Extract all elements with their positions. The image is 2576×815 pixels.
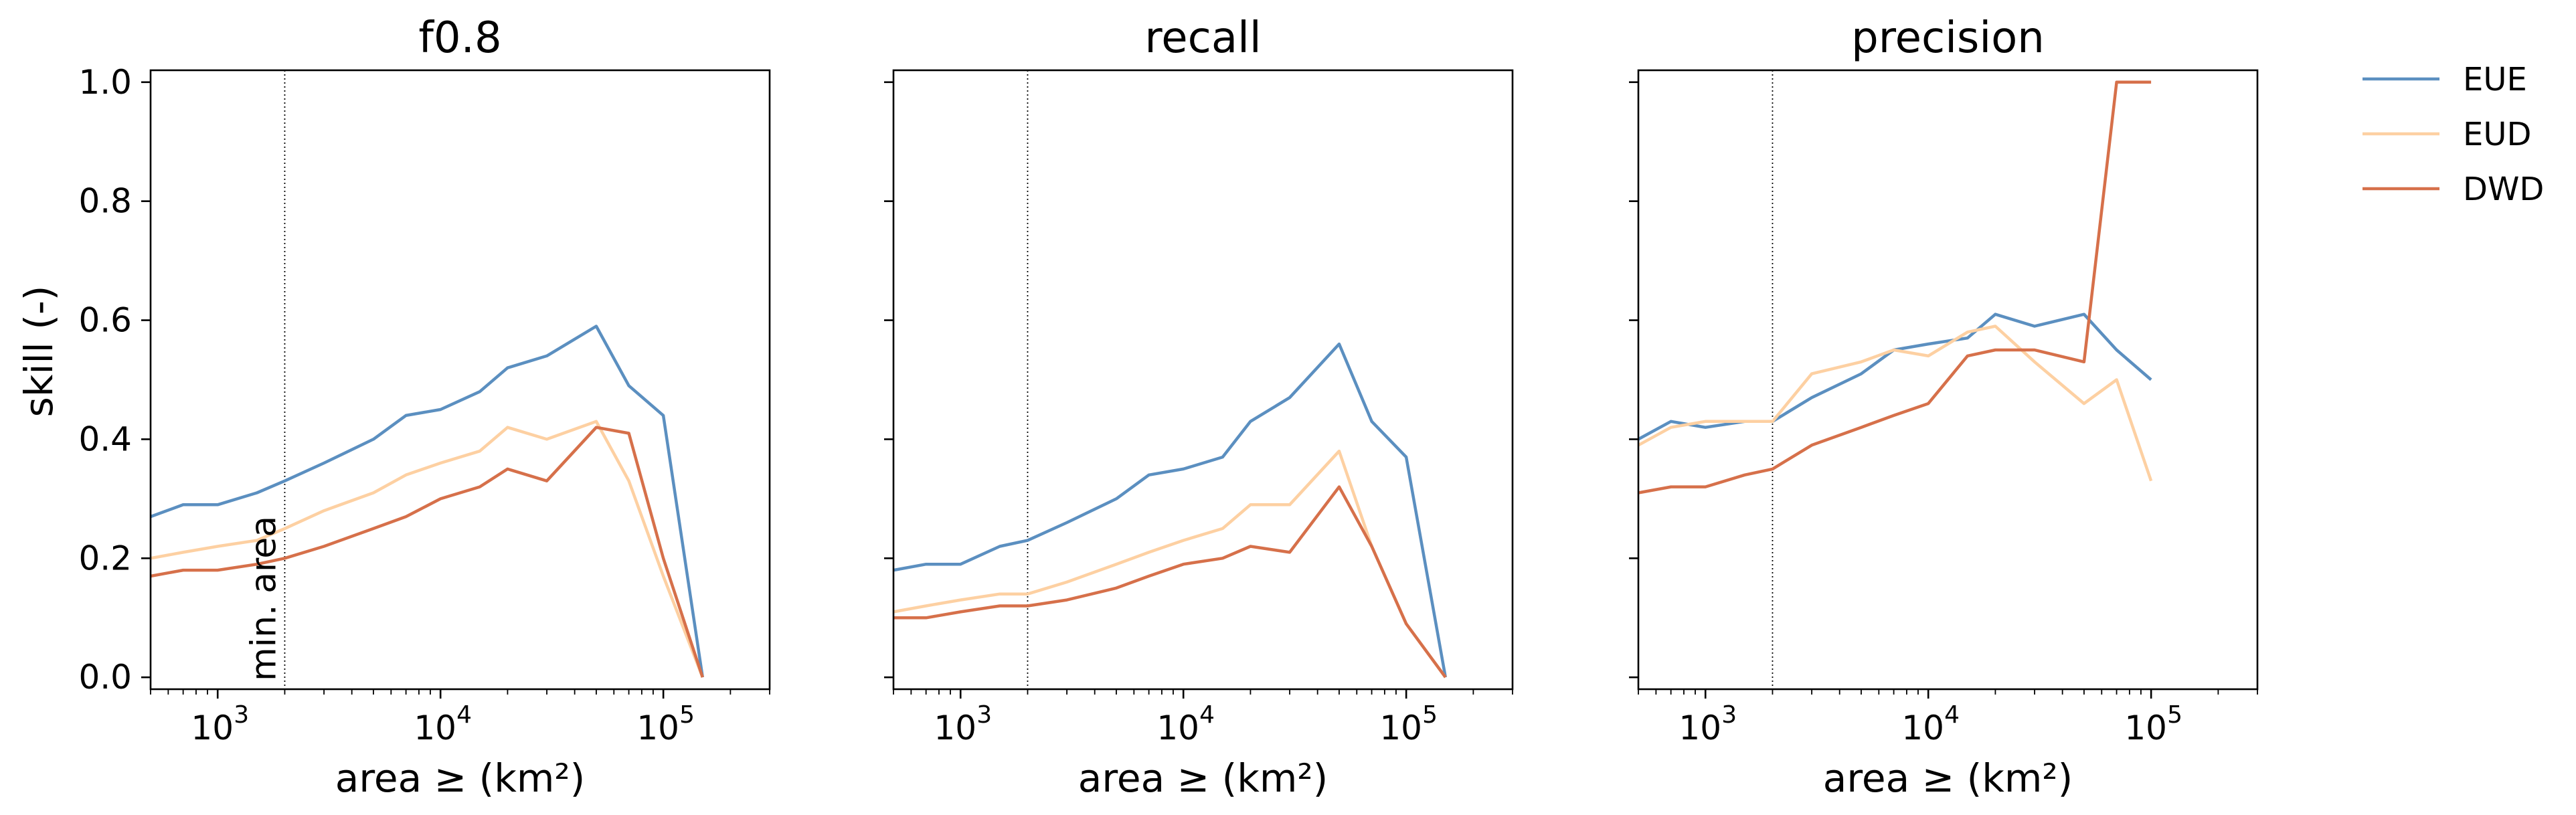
x-tick-exponent: 5: [1422, 701, 1438, 729]
y-tick-label: 1.0: [78, 63, 132, 102]
x-tick-label: 10: [1156, 709, 1199, 747]
series-line-dwd: [150, 426, 704, 678]
series-line-eue: [893, 342, 1448, 678]
x-tick-label: 10: [1901, 709, 1944, 747]
x-tick-exponent: 4: [456, 701, 472, 729]
series-line-eud: [893, 449, 1447, 678]
x-tick-label: 10: [934, 709, 976, 747]
legend-label-dwd: DWD: [2463, 171, 2544, 208]
series-line-eud: [150, 420, 704, 678]
x-axis-label: area ≥ (km²): [1823, 755, 2073, 801]
legend: EUE EUD DWD: [2363, 61, 2544, 208]
panel-title: recall: [1144, 13, 1261, 63]
panel-title: f0.8: [418, 13, 501, 63]
y-tick-label: 0.8: [78, 182, 132, 221]
x-tick-exponent: 3: [1721, 701, 1737, 729]
legend-label-eud: EUD: [2463, 116, 2531, 153]
x-tick-label: 10: [1679, 709, 1721, 747]
y-tick-label: 0.2: [78, 539, 132, 577]
x-tick-label: 10: [2124, 709, 2167, 747]
x-tick-exponent: 5: [679, 701, 695, 729]
y-tick-label: 0.0: [78, 658, 132, 697]
x-axis-label: area ≥ (km²): [335, 755, 585, 801]
series-line-eud: [1637, 325, 2153, 482]
panel-title: precision: [1851, 13, 2045, 63]
x-tick-label: 10: [636, 709, 679, 747]
y-tick-label: 0.4: [78, 420, 132, 458]
x-tick-label: 10: [1379, 709, 1422, 747]
x-tick-label: 10: [414, 709, 456, 747]
min-area-label: min. area: [244, 516, 284, 681]
series-line-eue: [150, 325, 705, 678]
y-tick-label: 0.6: [78, 301, 132, 340]
axes-frame: [1637, 69, 2259, 691]
y-axis-label: skill (-): [16, 286, 62, 418]
x-tick-exponent: 5: [2167, 701, 2182, 729]
x-tick-label: 10: [191, 709, 234, 747]
series-line-dwd: [1638, 80, 2152, 494]
axes-frame: [892, 69, 1514, 691]
legend-label-eue: EUE: [2463, 61, 2527, 98]
x-tick-exponent: 3: [976, 701, 992, 729]
axes-frame: [149, 69, 771, 691]
x-tick-exponent: 3: [234, 701, 249, 729]
x-tick-exponent: 4: [1199, 701, 1215, 729]
series-line-dwd: [893, 485, 1447, 678]
x-axis-label: area ≥ (km²): [1078, 755, 1328, 801]
x-tick-exponent: 4: [1944, 701, 1960, 729]
